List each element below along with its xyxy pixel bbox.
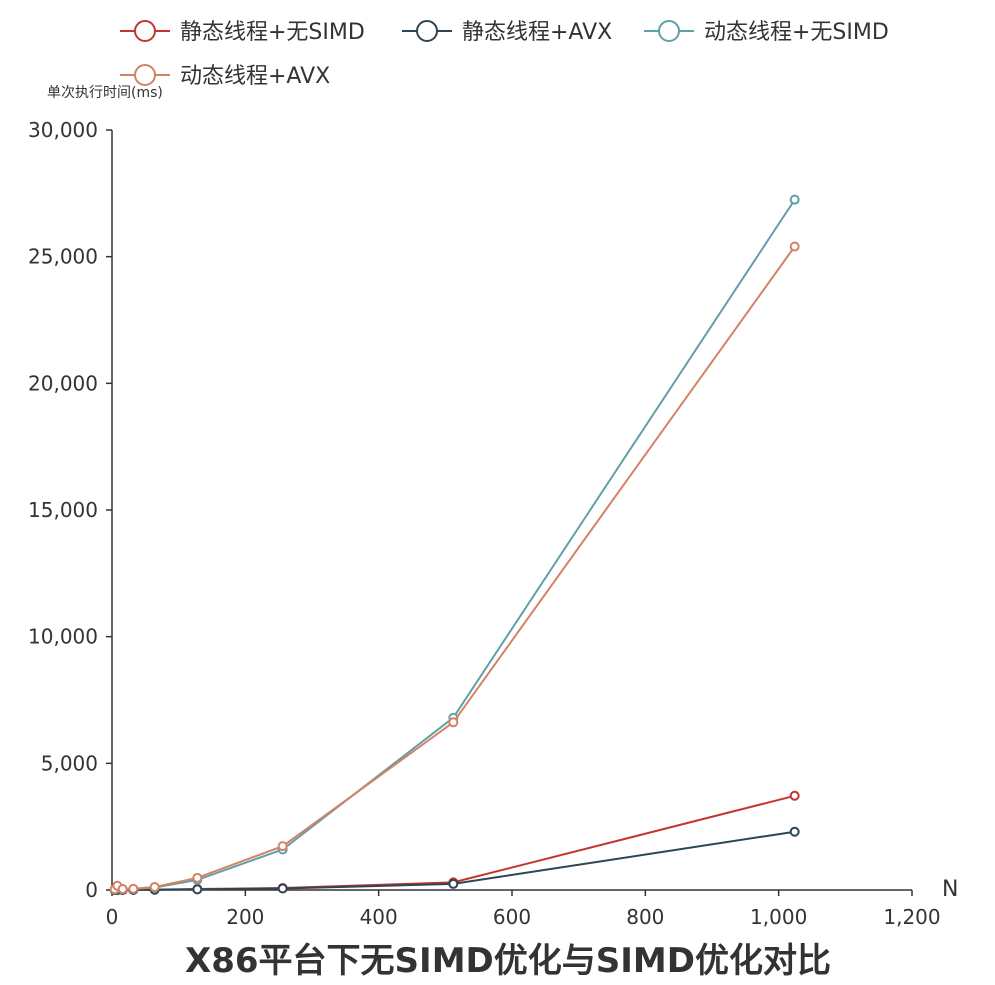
legend-label: 动态线程+AVX <box>180 64 330 89</box>
data-point[interactable] <box>117 883 128 894</box>
series-line <box>114 794 795 891</box>
y-tick-label: 0 <box>85 878 98 902</box>
data-point[interactable] <box>789 194 800 205</box>
series-3 <box>109 241 800 895</box>
y-tick-label: 25,000 <box>28 245 98 269</box>
data-point[interactable] <box>277 883 288 894</box>
y-tick-label: 15,000 <box>28 498 98 522</box>
y-tick-label: 20,000 <box>28 371 98 395</box>
legend-marker-icon <box>658 20 680 42</box>
data-point[interactable] <box>789 790 800 801</box>
y-tick-label: 5,000 <box>41 751 98 775</box>
y-axis-label: 单次执行时间(ms) <box>47 85 163 101</box>
x-axis-name: N <box>942 877 958 902</box>
legend-item[interactable]: 静态线程+AVX <box>402 20 612 45</box>
legend-marker-icon <box>134 20 156 42</box>
chart-title: X86平台下无SIMD优化与SIMD优化对比 <box>185 941 831 981</box>
data-point[interactable] <box>277 841 288 852</box>
legend-item[interactable]: 动态线程+AVX <box>120 64 330 89</box>
x-tick-label: 0 <box>106 905 119 929</box>
legend-label: 静态线程+AVX <box>462 20 612 45</box>
legend[interactable]: 静态线程+无SIMD 静态线程+AVX 动态线程+无SIMD 动态线程+AVX <box>120 20 889 89</box>
x-tick-label: 1,000 <box>750 905 807 929</box>
data-point[interactable] <box>192 872 203 883</box>
data-point[interactable] <box>128 883 139 894</box>
series-line <box>114 199 796 891</box>
x-tick-label: 800 <box>626 905 664 929</box>
x-tick-label: 200 <box>226 905 264 929</box>
data-point[interactable] <box>192 884 203 895</box>
legend-label: 静态线程+无SIMD <box>180 20 365 45</box>
legend-marker-icon <box>416 20 438 42</box>
data-point[interactable] <box>789 826 800 837</box>
data-point[interactable] <box>789 241 800 252</box>
y-axis: 0 5,000 10,000 15,000 20,000 25,000 30,000 <box>28 118 113 902</box>
legend-label: 动态线程+无SIMD <box>704 20 889 45</box>
legend-item[interactable]: 动态线程+无SIMD <box>644 20 889 45</box>
data-point[interactable] <box>149 881 160 892</box>
y-tick-label: 10,000 <box>28 625 98 649</box>
x-tick-label: 1,200 <box>883 905 940 929</box>
x-axis: 0 200 400 600 800 1,000 1,200 <box>106 889 941 929</box>
x-tick-label: 400 <box>360 905 398 929</box>
data-point[interactable] <box>448 878 459 889</box>
legend-marker-icon <box>134 64 156 86</box>
x-tick-label: 600 <box>493 905 531 929</box>
y-tick-label: 30,000 <box>28 118 98 142</box>
series-2 <box>109 194 800 895</box>
data-point[interactable] <box>448 717 459 728</box>
series-0 <box>109 790 800 895</box>
series-1 <box>109 826 800 895</box>
legend-item[interactable]: 静态线程+无SIMD <box>120 20 365 45</box>
series-line <box>113 245 796 891</box>
plot-area <box>109 194 800 895</box>
